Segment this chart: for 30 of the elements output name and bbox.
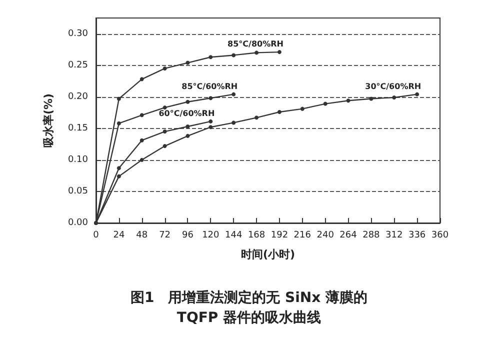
x-tick-label: 240 [316, 230, 334, 240]
x-tick-label: 264 [340, 230, 358, 240]
series-label: 60°C/60%RH [158, 108, 215, 118]
y-tick-label: 0.20 [68, 92, 88, 102]
series-label: 85°C/60%RH [182, 82, 238, 91]
x-tick-label: 48 [136, 230, 148, 240]
x-tick-label: 288 [362, 230, 380, 240]
x-tick-label: 24 [113, 230, 125, 240]
x-tick-label: 360 [431, 230, 449, 240]
series-label: 30°C/60%RH [365, 82, 422, 91]
x-tick-label: 72 [159, 230, 171, 240]
text: 图1 用增重法测定的无 SiNx 薄膜的 TQFP 器件的吸水曲线 [130, 289, 368, 326]
x-axis-title: 时间(小时) [240, 248, 296, 261]
y-axis-title: 吸水率(%) [42, 93, 55, 148]
x-tick-label: 120 [202, 230, 220, 240]
x-tick-label: 336 [408, 230, 426, 240]
y-tick-label: 0.05 [68, 186, 88, 196]
x-tick-label: 168 [248, 230, 266, 240]
y-tick-label: 0.30 [68, 28, 88, 39]
y-tick-label: 0.10 [68, 154, 88, 165]
x-tick-label: 192 [270, 230, 288, 240]
x-tick-label: 0 [93, 230, 100, 240]
x-tick-label: 216 [294, 230, 312, 240]
series-label: 85°C/80%RH [228, 40, 284, 49]
y-tick-label: 0.15 [68, 123, 88, 134]
x-tick-label: 312 [386, 230, 403, 240]
y-tick-label: 0.00 [68, 218, 88, 228]
x-tick-label: 96 [182, 230, 194, 240]
x-tick-label: 144 [225, 230, 242, 240]
y-tick-label: 0.25 [68, 60, 88, 70]
